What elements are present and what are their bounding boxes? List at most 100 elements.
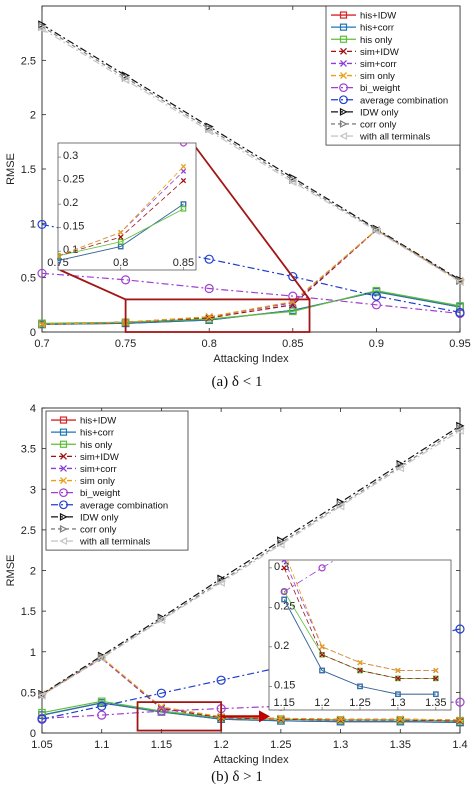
- y-tick-label: 0: [30, 728, 36, 740]
- inset-series-point-2-0: [58, 253, 61, 259]
- legend-entry-8: IDW only: [80, 512, 119, 523]
- legend-swatch-marker: [339, 132, 348, 141]
- legend-swatch-marker: [339, 35, 348, 43]
- x-tick-label: 0.85: [282, 338, 303, 350]
- x-tick-label: 1.1: [94, 739, 109, 751]
- legend-entry-4: sim+corr: [360, 59, 397, 70]
- inset-frame: [57, 142, 197, 271]
- series-point-10-4: [276, 540, 285, 549]
- series-point-6-1: [97, 710, 107, 720]
- inset-x-tick-label: 1.2: [314, 697, 329, 709]
- x-tick-label: 0.75: [115, 338, 136, 350]
- series-point-6-2: [156, 706, 167, 716]
- series-point-5-5: [336, 715, 345, 723]
- legend-swatch-marker: [340, 59, 347, 67]
- legend-entry-1: his+corr: [80, 428, 114, 439]
- inset-x-tick-label: 1.35: [425, 697, 446, 709]
- inset-series-point-6-0: [280, 587, 288, 596]
- legend-swatch-marker: [339, 119, 348, 128]
- inset-x-tick-label: 0.8: [113, 257, 128, 269]
- inset-series-point-3-0: [281, 565, 287, 571]
- y-tick-label: 1: [30, 218, 36, 230]
- series-point-10-5: [455, 277, 464, 287]
- inset-series-point-5-2: [357, 659, 363, 666]
- legend-entry-8: IDW only: [360, 107, 399, 118]
- chart-bottom: 1.05 1.1 1.15 1.2 1.25 1.3 1.35 1.4 0 0.5 1 1.5 2 2.5…: [5, 403, 468, 766]
- inset-series-group: [58, 143, 188, 264]
- series-point-3-2: [205, 314, 213, 322]
- x-tick-label: 1.05: [31, 739, 52, 751]
- inset-series-point-5-1: [319, 644, 325, 650]
- legend-entry-3: sim+IDW: [360, 47, 399, 58]
- series-point-9-0: [38, 690, 47, 699]
- inset-series-point-5-3: [395, 667, 401, 674]
- inset-series-point-5-1: [118, 229, 124, 236]
- series-point-7-2: [156, 688, 167, 698]
- chart-top: 0.7 0.75 0.8 0.85 0.9 0.95 0 0.5 1 1.5 2 2.5 Attacki…: [5, 5, 471, 365]
- inset-series-point-4-0: [281, 560, 287, 563]
- legend-swatch-marker: [59, 416, 68, 424]
- series-point-7-2: [204, 254, 214, 264]
- x-tick-label: 1.35: [390, 739, 411, 751]
- series-point-2-3: [289, 307, 297, 316]
- inset-series-point-2-2: [180, 206, 187, 212]
- inset-series-point-2-2: [357, 667, 363, 674]
- legend-swatch-marker: [59, 524, 68, 533]
- y-tick-label: 1: [30, 647, 36, 659]
- x-tick-label: 1.15: [151, 739, 172, 751]
- legend-entry-10: with all terminals: [359, 132, 430, 143]
- series-line-9: [41, 427, 461, 696]
- x-tick-label: 0.8: [202, 338, 217, 350]
- inset-y-tick-label: 0.15: [63, 221, 84, 233]
- inset-series-point-1-1: [319, 667, 325, 674]
- x-tick-label: 1.25: [270, 739, 291, 751]
- inset-frame: [268, 559, 452, 711]
- legend-entry-2: his only: [360, 35, 392, 46]
- legend-entry-0: his+IDW: [360, 11, 396, 22]
- caption-top: (a) δ < 1: [212, 374, 263, 390]
- inset-plot: 0.15 0.2 0.25 0.3 1.15 1.2 1.25 1.3 1.35: [268, 559, 452, 711]
- series-point-5-0: [38, 320, 46, 329]
- legend-swatch-marker: [340, 47, 347, 55]
- legend-entry-5: sim only: [360, 71, 395, 82]
- inset-x-tick-label: 0.85: [173, 257, 194, 269]
- inset-y-tick-label: 0.2: [274, 640, 289, 652]
- y-tick-label: 0.5: [21, 687, 36, 699]
- x-axis-label: Attacking Index: [213, 754, 289, 766]
- series-point-9-5: [456, 276, 465, 286]
- series-point-6-1: [120, 275, 131, 285]
- series-point-10-6: [395, 463, 405, 473]
- series-point-10-7: [455, 426, 464, 435]
- inset-series-point-6-1: [318, 564, 326, 572]
- series-line-5: [41, 656, 461, 721]
- series-point-10-0: [37, 24, 46, 33]
- inset-x-tick-label: 1.3: [390, 697, 405, 709]
- series-line-6: [41, 272, 461, 315]
- series-point-2-0: [38, 319, 46, 328]
- series-point-7-3: [288, 271, 298, 282]
- y-tick-label: 0: [30, 327, 36, 339]
- x-axis-label: Attacking Index: [213, 353, 289, 365]
- legend-swatch-marker: [340, 72, 347, 80]
- inset-series-point-3-3: [395, 675, 401, 682]
- series-point-6-2: [204, 283, 214, 294]
- legend-swatch-marker: [339, 23, 348, 31]
- series-point-7-5: [455, 307, 465, 318]
- inset-y-tick-label: 0.3: [63, 150, 78, 162]
- series-point-9-0: [38, 22, 47, 31]
- series-point-9-7: [456, 424, 465, 433]
- series-point-9-2: [157, 615, 166, 624]
- x-tick-label: 1.4: [452, 739, 467, 751]
- series-point-9-4: [277, 538, 286, 548]
- series-point-10-2: [156, 615, 166, 625]
- y-axis-label: RMSE: [5, 153, 17, 185]
- series-point-10-3: [216, 578, 225, 587]
- y-tick-label: 0.5: [21, 273, 36, 285]
- inset-series-point-3-1: [319, 652, 325, 658]
- series-line-8: [41, 23, 461, 281]
- series-point-9-5: [336, 500, 346, 509]
- inset-series-line-1: [58, 203, 184, 261]
- y-tick-label: 3: [30, 484, 36, 496]
- series-point-2-0: [38, 708, 46, 717]
